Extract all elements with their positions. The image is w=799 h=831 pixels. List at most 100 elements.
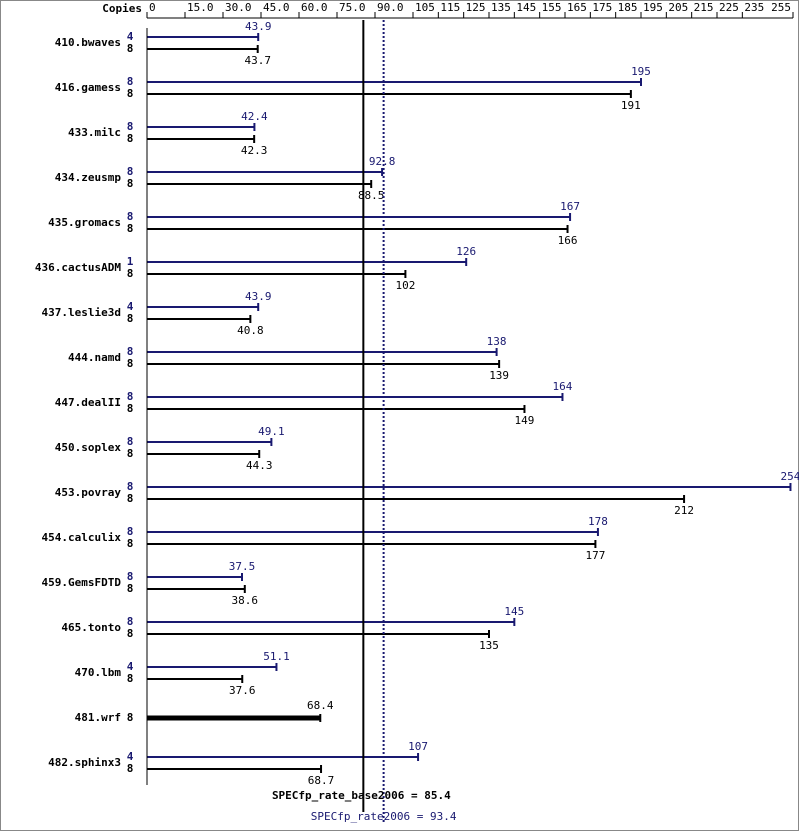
peak-label: 42.4: [241, 110, 268, 123]
peak-label: 164: [553, 380, 573, 393]
base-copies: 8: [127, 762, 134, 775]
peak-label: 167: [560, 200, 580, 213]
base-copies: 8: [127, 87, 134, 100]
peak-label: 43.9: [245, 290, 272, 303]
benchmark-name: 465.tonto: [61, 621, 121, 634]
base-copies: 8: [127, 177, 134, 190]
x-tick-label: 195: [643, 1, 663, 14]
peak-label: 254: [781, 470, 799, 483]
peak-copies: 8: [127, 390, 134, 403]
base-label: 38.6: [232, 594, 259, 607]
base-copies: 8: [127, 42, 134, 55]
peak-label: 107: [408, 740, 428, 753]
peak-copies: 8: [127, 210, 134, 223]
peak-label: 92.8: [369, 155, 396, 168]
benchmark-name: 436.cactusADM: [35, 261, 121, 274]
peak-label: 51.1: [263, 650, 290, 663]
x-tick-label: 135: [491, 1, 511, 14]
peak-label: 37.5: [229, 560, 256, 573]
base-label: 68.4: [307, 699, 334, 712]
benchmark-name: 450.soplex: [55, 441, 122, 454]
x-tick-label: 155: [542, 1, 562, 14]
benchmark-name: 481.wrf: [75, 711, 121, 724]
base-label: 37.6: [229, 684, 256, 697]
x-tick-label: 105: [415, 1, 435, 14]
peak-copies: 8: [127, 480, 134, 493]
x-tick-label: 75.0: [339, 1, 366, 14]
peak-copies: 4: [127, 750, 134, 763]
x-tick-label: 175: [592, 1, 612, 14]
x-tick-label: 15.0: [187, 1, 214, 14]
base-label: 68.7: [308, 774, 335, 787]
x-tick-label: 90.0: [377, 1, 404, 14]
peak-copies: 8: [127, 120, 134, 133]
base-label: 166: [558, 234, 578, 247]
benchmark-name: 410.bwaves: [55, 36, 121, 49]
base-label: 139: [489, 369, 509, 382]
x-tick-label: 30.0: [225, 1, 252, 14]
base-copies: 8: [127, 402, 134, 415]
benchmark-name: 459.GemsFDTD: [42, 576, 122, 589]
base-copies: 8: [127, 537, 134, 550]
base-copies: 8: [127, 132, 134, 145]
benchmark-name: 453.povray: [55, 486, 122, 499]
peak-label: 145: [504, 605, 524, 618]
benchmark-name: 444.namd: [68, 351, 121, 364]
x-tick-label: 255: [771, 1, 791, 14]
benchmark-name: 454.calculix: [42, 531, 122, 544]
benchmark-name: 435.gromacs: [48, 216, 121, 229]
peak-label: 178: [588, 515, 608, 528]
x-tick-label: 115: [440, 1, 460, 14]
benchmark-name: 437.leslie3d: [42, 306, 121, 319]
x-tick-label: 185: [618, 1, 638, 14]
peak-copies: 8: [127, 570, 134, 583]
base-copies: 8: [127, 357, 134, 370]
base-copies: 8: [127, 492, 134, 505]
peak-label: 49.1: [258, 425, 285, 438]
x-tick-label: 225: [719, 1, 739, 14]
peak-copies: 4: [127, 300, 134, 313]
x-tick-label: 60.0: [301, 1, 328, 14]
benchmark-name: 447.dealII: [55, 396, 121, 409]
base-label: 42.3: [241, 144, 268, 157]
x-tick-label: 145: [516, 1, 536, 14]
base-copies: 8: [127, 627, 134, 640]
peak-copies: 8: [127, 75, 134, 88]
base-summary: SPECfp_rate_base2006 = 85.4: [272, 789, 451, 802]
x-tick-label: 165: [567, 1, 587, 14]
benchmark-name: 470.lbm: [75, 666, 122, 679]
benchmark-name: 433.milc: [68, 126, 121, 139]
base-copies: 8: [127, 222, 134, 235]
peak-copies: 8: [127, 345, 134, 358]
base-label: 102: [395, 279, 415, 292]
base-label: 212: [674, 504, 694, 517]
base-copies: 8: [127, 582, 134, 595]
x-tick-label: 125: [466, 1, 486, 14]
x-tick-label: 215: [694, 1, 714, 14]
peak-label: 138: [487, 335, 507, 348]
peak-copies: 8: [127, 165, 134, 178]
base-label: 149: [515, 414, 535, 427]
peak-copies: 1: [127, 255, 134, 268]
base-label: 191: [621, 99, 641, 112]
base-label: 40.8: [237, 324, 264, 337]
peak-copies: 8: [127, 435, 134, 448]
peak-label: 126: [456, 245, 476, 258]
peak-copies: 8: [127, 615, 134, 628]
peak-summary: SPECfp_rate2006 = 93.4: [311, 810, 457, 823]
base-label: 44.3: [246, 459, 273, 472]
peak-label: 195: [631, 65, 651, 78]
base-copies: 8: [127, 312, 134, 325]
peak-copies: 4: [127, 30, 134, 43]
base-copies: 8: [127, 711, 134, 724]
base-label: 177: [585, 549, 605, 562]
base-copies: 8: [127, 447, 134, 460]
copies-header: Copies: [102, 2, 142, 15]
benchmark-name: 482.sphinx3: [48, 756, 121, 769]
base-label: 43.7: [244, 54, 271, 67]
x-tick-label: 0: [149, 1, 156, 14]
base-copies: 8: [127, 267, 134, 280]
base-label: 135: [479, 639, 499, 652]
